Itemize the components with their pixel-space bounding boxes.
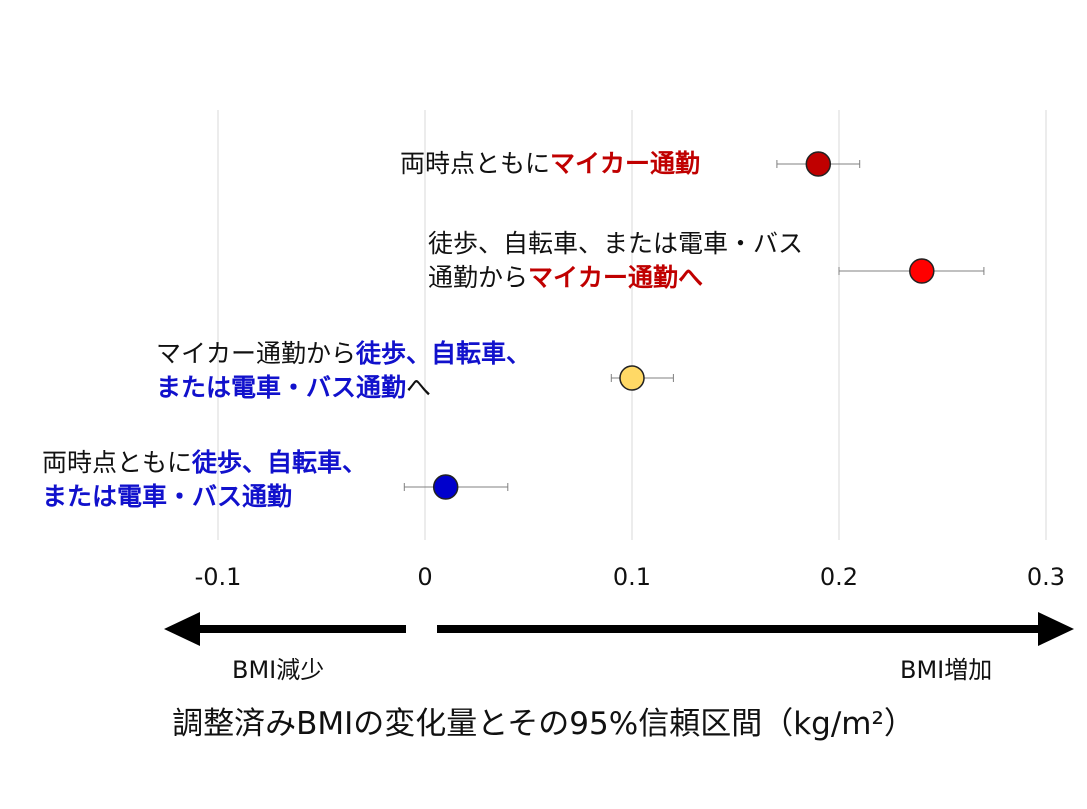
x-tick-label: 0.3 bbox=[1026, 563, 1066, 591]
row-label-3-text: マイカー通勤から bbox=[156, 339, 357, 368]
point-estimate bbox=[432, 474, 459, 500]
row-label-1-text: 両時点ともに bbox=[400, 149, 551, 178]
row-label-3-suffix: へ bbox=[406, 373, 432, 402]
row-label-3-emphasis-2: または電車・バス通勤 bbox=[156, 373, 407, 402]
row-label-1: 両時点ともにマイカー通勤 bbox=[400, 147, 700, 181]
row-label-3-emphasis-1: 徒歩、自転車、 bbox=[356, 339, 532, 368]
point-estimate bbox=[909, 258, 935, 284]
direction-right-label: BMI増加 bbox=[900, 656, 993, 684]
row-label-2: 徒歩、自転車、または電車・バス 通勤からマイカー通勤へ bbox=[428, 227, 803, 295]
arrow-right-head bbox=[1038, 612, 1074, 646]
point-estimate bbox=[805, 151, 832, 177]
row-label-3: マイカー通勤から徒歩、自転車、 または電車・バス通勤へ bbox=[156, 337, 531, 405]
row-label-4-text: 両時点ともに bbox=[42, 448, 193, 477]
row-label-4-emphasis-2: または電車・バス通勤 bbox=[42, 482, 293, 511]
x-tick-label: -0.1 bbox=[194, 563, 242, 591]
x-axis-title: 調整済みBMIの変化量とその95%信頼区間（kg/m²） bbox=[172, 706, 915, 742]
point-estimate bbox=[619, 365, 645, 391]
x-tick-label: 0.2 bbox=[819, 563, 859, 591]
row-label-4-emphasis-1: 徒歩、自転車、 bbox=[192, 448, 368, 477]
row-label-2-text: 通勤から bbox=[428, 263, 529, 292]
arrow-left-head bbox=[164, 612, 200, 646]
row-label-2-emphasis: マイカー通勤へ bbox=[528, 263, 704, 292]
row-label-4: 両時点ともに徒歩、自転車、 または電車・バス通勤 bbox=[42, 446, 367, 514]
row-label-1-emphasis: マイカー通勤 bbox=[550, 149, 701, 178]
row-label-2-line1: 徒歩、自転車、または電車・バス bbox=[428, 229, 804, 258]
direction-left-label: BMI減少 bbox=[232, 656, 325, 684]
x-tick-label: 0 bbox=[417, 563, 433, 591]
x-tick-label: 0.1 bbox=[612, 563, 652, 591]
